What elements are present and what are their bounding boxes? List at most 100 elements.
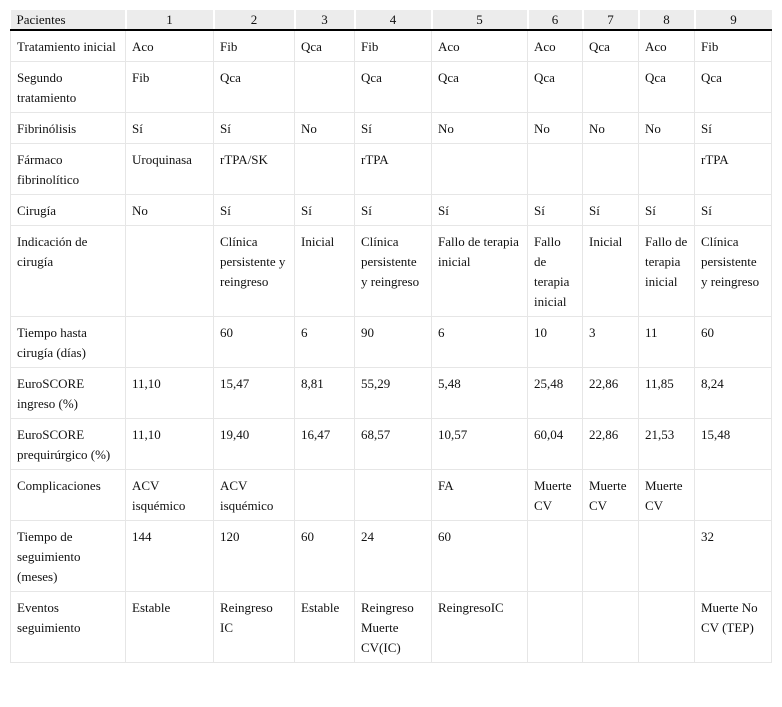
table-cell: 68,57 (354, 418, 432, 470)
table-cell: Muerte CV (527, 469, 583, 521)
table-cell (694, 469, 772, 521)
table-cell: Clínica persistente y reingreso (694, 225, 772, 317)
table-cell: 11,10 (125, 367, 214, 419)
table-cell: Fallo de terapia inicial (527, 225, 583, 317)
table-cell (125, 225, 214, 317)
table-cell: Fallo de terapia inicial (431, 225, 528, 317)
table-cell: No (294, 112, 355, 144)
table-cell: 11,85 (638, 367, 695, 419)
table-row: Fármaco fibrinolítico Uroquinasa rTPA/SK rT… (10, 143, 772, 195)
table-cell: 22,86 (582, 418, 639, 470)
table-cell (527, 143, 583, 195)
row-label: Tiempo de seguimiento (meses) (10, 520, 126, 592)
table-cell: 11 (638, 316, 695, 368)
table-cell: rTPA/SK (213, 143, 295, 195)
table-header-row: Pacientes 1 2 3 4 5 6 7 8 9 (10, 10, 772, 31)
table-cell: 55,29 (354, 367, 432, 419)
table-cell (638, 143, 695, 195)
row-label: Complicaciones (10, 469, 126, 521)
table-cell: 6 (431, 316, 528, 368)
table-cell: 11,10 (125, 418, 214, 470)
table-cell: Aco (431, 29, 528, 62)
table-cell: 25,48 (527, 367, 583, 419)
table-cell: Qca (527, 61, 583, 113)
table-cell: Fib (125, 61, 214, 113)
table-cell: 90 (354, 316, 432, 368)
table-cell: 15,47 (213, 367, 295, 419)
table-cell: Qca (431, 61, 528, 113)
table-cell: ReingresoIC (431, 591, 528, 663)
table-cell: 60 (694, 316, 772, 368)
header-cell-patient: 5 (430, 10, 528, 31)
table-cell (294, 469, 355, 521)
row-label: EuroSCORE prequirúrgico (%) (10, 418, 126, 470)
table-cell: 3 (582, 316, 639, 368)
table-cell: 8,81 (294, 367, 355, 419)
table-cell: 16,47 (294, 418, 355, 470)
table-cell: Qca (213, 61, 295, 113)
table-cell: Fib (354, 29, 432, 62)
table-cell (527, 591, 583, 663)
table-cell: Muerte No CV (TEP) (694, 591, 772, 663)
table-cell: Clínica persistente y reingreso (354, 225, 432, 317)
table-cell: rTPA (694, 143, 772, 195)
table-cell: 60,04 (527, 418, 583, 470)
table-cell (582, 591, 639, 663)
table-cell: Clínica persistente y reingreso (213, 225, 295, 317)
table-cell: 19,40 (213, 418, 295, 470)
table-cell (294, 143, 355, 195)
table-cell: Estable (125, 591, 214, 663)
table-cell (582, 520, 639, 592)
table-row: Complicaciones ACV isquémico ACV isquémico… (10, 469, 772, 521)
table-cell: 144 (125, 520, 214, 592)
header-cell-patient: 2 (212, 10, 295, 31)
table-cell: Sí (354, 194, 432, 226)
table-cell: 15,48 (694, 418, 772, 470)
table-cell (582, 143, 639, 195)
table-cell: Aco (638, 29, 695, 62)
table-cell: Fallo de terapia inicial (638, 225, 695, 317)
table-cell: 22,86 (582, 367, 639, 419)
row-label: Indicación de cirugía (10, 225, 126, 317)
table-cell: 10 (527, 316, 583, 368)
table-row: Eventos seguimiento Estable Reingreso IC Es… (10, 591, 772, 663)
table-row: Tratamiento inicial Aco Fib Qca Fib Aco Aco Qca… (10, 29, 772, 62)
table-cell: No (431, 112, 528, 144)
table-cell: ACV isquémico (125, 469, 214, 521)
table-cell: 6 (294, 316, 355, 368)
header-cell-patient: 9 (693, 10, 772, 31)
table-cell: 5,48 (431, 367, 528, 419)
table-cell: Sí (694, 194, 772, 226)
table-cell (125, 316, 214, 368)
table-cell: Fib (694, 29, 772, 62)
table-cell: Qca (354, 61, 432, 113)
table-cell: 10,57 (431, 418, 528, 470)
table-row: Cirugía No Sí Sí Sí Sí Sí Sí Sí Sí (10, 194, 772, 226)
table-row: Segundo tratamiento Fib Qca Qca Qca Qca Qca Qca (10, 61, 772, 113)
patients-table: Pacientes 1 2 3 4 5 6 7 8 9 Tratamiento inicial Ac… (10, 10, 772, 663)
header-cell-patient: 4 (353, 10, 432, 31)
table-cell: rTPA (354, 143, 432, 195)
table-cell: Aco (527, 29, 583, 62)
table-row: EuroSCORE prequirúrgico (%) 11,10 19,40 16,… (10, 418, 772, 470)
table-cell (582, 61, 639, 113)
header-cell-patient: 1 (124, 10, 214, 31)
table-cell: Muerte CV (638, 469, 695, 521)
table-cell: 60 (213, 316, 295, 368)
table-cell (354, 469, 432, 521)
table-cell: Qca (294, 29, 355, 62)
row-label: Fármaco fibrinolítico (10, 143, 126, 195)
table-cell: Sí (213, 112, 295, 144)
table-cell: Inicial (294, 225, 355, 317)
table-cell: No (582, 112, 639, 144)
table-cell: 60 (431, 520, 528, 592)
header-cell-label: Pacientes (10, 10, 126, 31)
table-cell: ACV isquémico (213, 469, 295, 521)
table-cell: Sí (694, 112, 772, 144)
table-cell: Inicial (582, 225, 639, 317)
header-cell-patient: 6 (526, 10, 583, 31)
table-cell: Sí (527, 194, 583, 226)
row-label: Tratamiento inicial (10, 29, 126, 62)
table-cell: Sí (582, 194, 639, 226)
table-cell (638, 591, 695, 663)
